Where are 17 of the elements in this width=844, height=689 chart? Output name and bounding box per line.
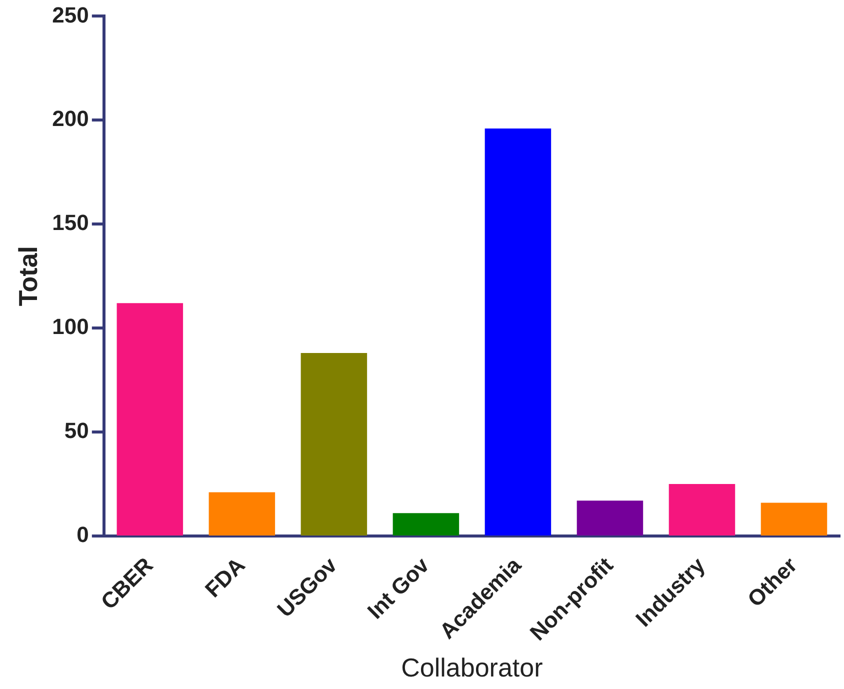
bar (760, 502, 828, 536)
bar (668, 484, 736, 536)
x-axis-title: Collaborator (401, 652, 544, 683)
y-tick-label: 0 (76, 522, 89, 548)
y-tick-label: 100 (52, 314, 89, 340)
bar (300, 353, 368, 536)
x-tick-label: Int Gov (362, 552, 434, 624)
y-tick-label: 250 (52, 2, 89, 28)
y-tick-label: 50 (64, 418, 89, 444)
bar (116, 303, 184, 536)
bar (208, 492, 276, 536)
y-tick-label: 150 (52, 210, 89, 236)
bar (576, 500, 644, 536)
bar (392, 513, 460, 536)
y-tick-label: 200 (52, 106, 89, 132)
y-axis-title: Total (12, 246, 43, 306)
bar (484, 128, 552, 536)
